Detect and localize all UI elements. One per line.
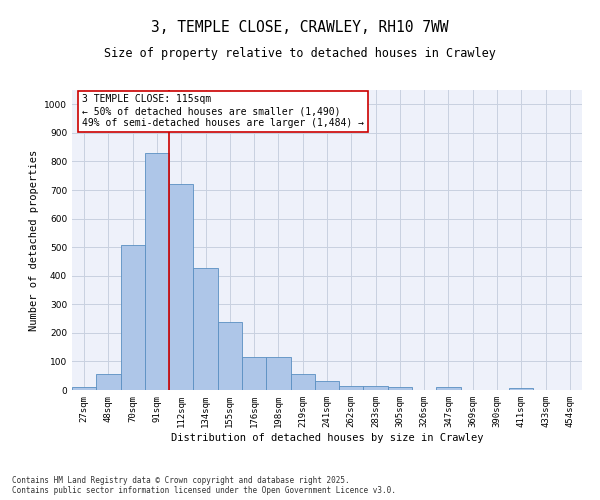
- Text: 3 TEMPLE CLOSE: 115sqm
← 50% of detached houses are smaller (1,490)
49% of semi-: 3 TEMPLE CLOSE: 115sqm ← 50% of detached…: [82, 94, 364, 128]
- Bar: [218, 322, 242, 390]
- Bar: [96, 374, 121, 390]
- Y-axis label: Number of detached properties: Number of detached properties: [29, 150, 38, 330]
- Bar: [242, 357, 266, 390]
- Bar: [145, 154, 169, 390]
- Text: Contains HM Land Registry data © Crown copyright and database right 2025.
Contai: Contains HM Land Registry data © Crown c…: [12, 476, 396, 495]
- Text: 3, TEMPLE CLOSE, CRAWLEY, RH10 7WW: 3, TEMPLE CLOSE, CRAWLEY, RH10 7WW: [151, 20, 449, 35]
- Bar: [72, 387, 96, 390]
- Bar: [121, 246, 145, 390]
- Bar: [290, 374, 315, 390]
- Bar: [364, 386, 388, 390]
- Bar: [266, 357, 290, 390]
- Bar: [436, 387, 461, 390]
- Bar: [315, 382, 339, 390]
- Bar: [388, 387, 412, 390]
- X-axis label: Distribution of detached houses by size in Crawley: Distribution of detached houses by size …: [171, 432, 483, 442]
- Bar: [169, 184, 193, 390]
- Bar: [339, 386, 364, 390]
- Bar: [193, 268, 218, 390]
- Text: Size of property relative to detached houses in Crawley: Size of property relative to detached ho…: [104, 48, 496, 60]
- Bar: [509, 388, 533, 390]
